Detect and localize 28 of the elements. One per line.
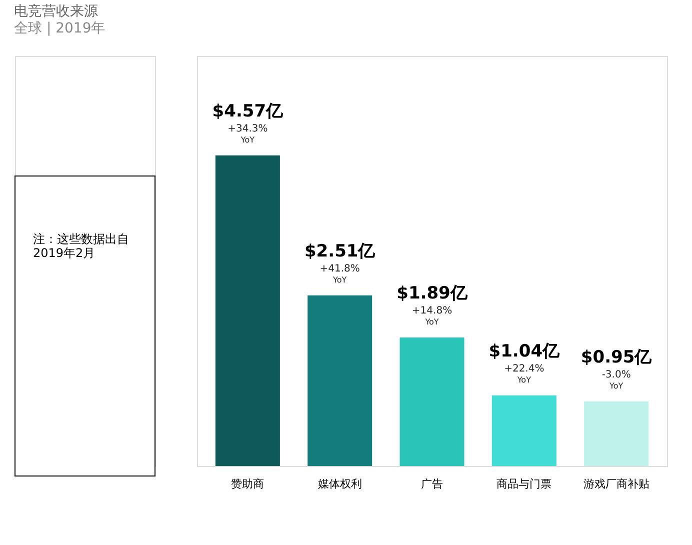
data-label: $4.57亿 (212, 101, 284, 122)
annotation: +22.4% (504, 363, 544, 374)
text: 注：这些数据出自2019年2月 (33, 232, 129, 260)
x-tick-label: 游戏厂商补贴 (583, 478, 650, 490)
x-tick-label: 广告 (421, 478, 443, 490)
data-label: $1.04亿 (488, 341, 561, 362)
annotation: YoY (332, 275, 347, 284)
bar (492, 395, 556, 466)
x-tick-label: 赞助商 (231, 478, 264, 490)
annotation: +14.8% (412, 306, 452, 317)
annotation: +41.8% (320, 263, 360, 274)
annotation: YoY (608, 381, 624, 390)
text: 全球 | 2019年 (14, 20, 106, 36)
bar (400, 338, 464, 466)
annotation: -3.0% (602, 369, 631, 380)
annotation: YoY (424, 318, 439, 327)
text: 电竞营收来源 (14, 4, 98, 20)
annotation: +34.3% (228, 123, 268, 134)
x-tick-label: 媒体权利 (318, 478, 362, 490)
data-label: $1.89亿 (396, 284, 468, 304)
bar (215, 155, 280, 466)
bar (308, 295, 372, 466)
data-label: $2.51亿 (304, 241, 376, 262)
x-tick-label: 商品与门票 (496, 478, 552, 490)
annotation: YoY (240, 135, 255, 144)
data-label: $0.95亿 (580, 347, 653, 368)
bar (584, 401, 649, 466)
annotation: YoY (516, 375, 532, 384)
